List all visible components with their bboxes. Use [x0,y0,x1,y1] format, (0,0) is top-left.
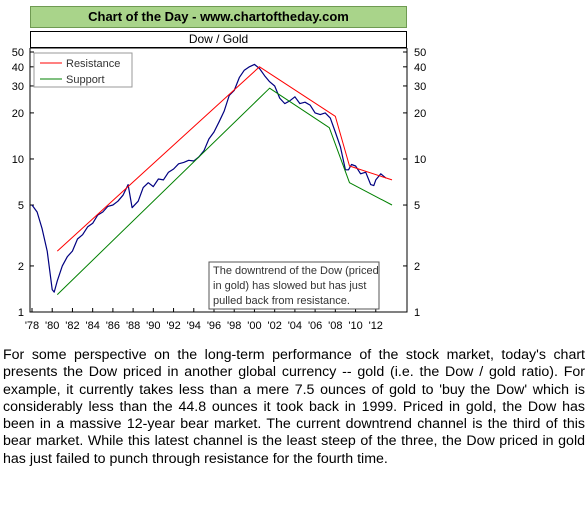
legend-support-label: Support [66,74,105,86]
series-lines [31,63,393,295]
x-axis-labels: '78 '80 '82 '84 '86 '88 '90 '92 '94 '96 '98 '00 '02 '… [25,320,383,332]
dow-gold-chart: 1 2 5 10 20 30 40 50 1 2 5 10 20 30 40 50 '78 '80 '82 '84… [12,48,426,332]
x-tick-label: '88 [126,320,140,332]
x-tick-label: '84 [85,320,99,332]
y-axis-right-labels: 1 2 5 10 20 30 40 50 [414,48,426,319]
y-tick-label-left: 1 [18,307,24,319]
x-tick-label: '98 [227,320,241,332]
x-tick-label: '02 [267,320,281,332]
annotation-line-3: pulled back from resistance. [213,295,350,307]
y-tick-label-left: 40 [12,62,24,74]
y-tick-label-left: 20 [12,108,24,120]
legend: Resistance Support [33,52,133,88]
x-tick-label: '08 [328,320,342,332]
x-tick-label: '78 [25,320,39,332]
y-tick-label-right: 40 [414,62,426,74]
y-tick-label-right: 20 [414,108,426,120]
annotation-line-1: The downtrend of the Dow (priced [213,265,379,277]
y-tick-label-right: 30 [414,81,426,93]
y-tick-label-right: 2 [414,261,420,273]
x-tick-label: '04 [288,320,302,332]
x-tick-label: '80 [45,320,59,332]
annotation-box: The downtrend of the Dow (priced in gold… [208,261,380,310]
chart-caption: For some perspective on the long-term pe… [3,347,585,467]
dow-gold-line [31,63,387,293]
x-tick-label: '94 [187,320,201,332]
x-tick-label: '82 [65,320,79,332]
x-tick-label: '86 [106,320,120,332]
x-tick-label: '92 [166,320,180,332]
x-tick-label: '90 [146,320,160,332]
y-axis-left-labels: 1 2 5 10 20 30 40 50 [12,48,24,319]
support-line [56,87,393,295]
y-tick-label-left: 10 [12,154,24,166]
x-tick-label: '12 [369,320,383,332]
y-tick-label-right: 1 [414,307,420,319]
y-tick-label-left: 30 [12,81,24,93]
annotation-line-2: in gold) has slowed but has just [213,280,366,292]
x-tick-label: '10 [348,320,362,332]
chart-title: Dow / Gold [30,31,407,48]
x-tick-label: '00 [247,320,261,332]
y-tick-label-left: 50 [12,48,24,59]
y-tick-label-right: 10 [414,154,426,166]
x-tick-label: '06 [308,320,322,332]
x-tick-label: '96 [207,320,221,332]
legend-resistance-label: Resistance [66,58,120,70]
y-tick-label-left: 5 [18,200,24,212]
chart-banner: Chart of the Day - www.chartoftheday.com [30,6,407,28]
y-tick-label-right: 50 [414,48,426,59]
y-tick-label-left: 2 [18,261,24,273]
resistance-line [56,66,393,252]
y-tick-label-right: 5 [414,200,420,212]
